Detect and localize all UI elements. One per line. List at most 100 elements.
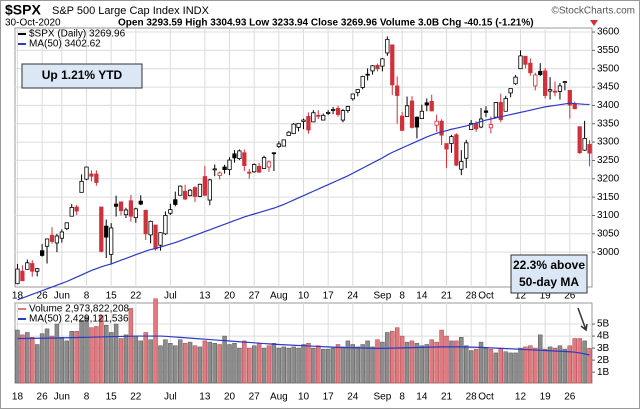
x-tick-label: Jul [164,392,177,403]
candle-body [261,157,267,169]
volume-bar [508,352,513,384]
x-tick-label: 22 [130,392,142,403]
y-tick-label: 1B [597,367,610,378]
volume-bar [99,315,104,384]
x-tick-label: 14 [416,392,428,403]
volume-bar [468,350,474,384]
candle-body [30,263,35,272]
volume-bar [587,348,592,384]
x-tick-label: Aug [270,291,288,302]
x-tick-label: 19 [540,392,552,403]
volume-bar [464,345,469,384]
volume-bar [168,343,173,384]
volume-bar [552,347,558,384]
candle-body [183,190,188,200]
volume-bar [84,316,89,384]
x-tick-label: 17 [323,392,335,403]
candle-body [202,176,207,196]
candle-body [340,110,346,121]
candle-body [414,116,420,128]
volume-bar [439,329,444,384]
volume-bar [473,349,479,384]
volume-bar [335,344,341,384]
candle-body [385,38,390,54]
candle-body [547,89,553,92]
candle-body [227,159,232,171]
candle-body [335,107,341,115]
legend-label: MA(50) 2,429,121,536 [29,314,129,325]
legend-label: Volume 2,973,822,208 [29,304,130,315]
volume-bar [449,340,454,384]
volume-bar [128,308,134,384]
x-tick-label: 8 [84,392,90,403]
volume-bar [74,331,79,384]
volume-bar [153,298,158,384]
volume-bar [498,347,503,384]
volume-bar [143,332,148,384]
candle-body [582,138,587,151]
candle-body [39,250,45,256]
candle-body [498,102,503,121]
volume-bar [577,338,582,384]
candle-body [587,144,592,154]
candle-body [523,55,528,65]
volume-bar [572,338,577,384]
volume-bar [340,346,346,384]
x-tick-label: 28 [466,291,478,302]
x-tick-label: 14 [416,291,428,302]
y-tick-label: 3B [597,343,610,354]
candle-body [163,215,168,235]
volume-bar [360,344,365,384]
volume-bar [123,334,129,384]
y-tick-label: 5B [597,319,610,330]
volume-bar [518,347,523,384]
candle-body [543,70,548,96]
y-tick-label: 3050 [597,228,620,239]
x-tick-label: Aug [270,392,288,403]
candle-body [464,142,469,159]
volume-bar [39,333,45,384]
volume-bar [488,349,494,384]
candle-body [488,124,494,129]
candle-body [187,189,193,197]
volume-bar [286,347,291,384]
y-tick-label: 4B [597,331,610,342]
volume-bar [25,332,30,384]
volume-bar [533,347,538,384]
candle-body [577,126,582,154]
volume-bar [537,334,543,384]
ma-box: 22.3% above 50-day MA [510,254,588,332]
volume-bar [325,349,331,384]
x-tick-label: 13 [199,291,211,302]
volume-bar [89,327,94,384]
candle-body [439,120,444,136]
candle-body [572,103,577,110]
y-tick-label: 3150 [597,192,620,203]
volume-bar [276,347,282,384]
candle-body [178,185,183,196]
volume-bar [345,340,351,384]
index-name: S&P 500 Large Cap Index INDX [52,5,210,17]
candle-body [395,85,400,96]
volume-bar [296,347,301,384]
x-tick-label: Jul [164,291,177,302]
candle-body [434,120,439,126]
volume-bar [404,341,410,384]
candle-body [192,187,198,197]
candle-body [247,171,252,174]
y-tick-label: 3000 [597,247,620,258]
candle-body [104,225,109,238]
volume-bar [557,345,563,384]
volume-bar [528,345,533,384]
x-tick-label: Sep [374,392,392,403]
volume-bar [567,345,573,384]
candle-body [128,200,134,217]
x-tick-label: 10 [298,291,310,302]
candle-body [133,208,138,219]
candle-body [94,173,99,183]
volume-bar [138,340,143,384]
volume-bar [513,352,518,384]
volume-bar [419,345,425,384]
candle-body [74,206,79,212]
